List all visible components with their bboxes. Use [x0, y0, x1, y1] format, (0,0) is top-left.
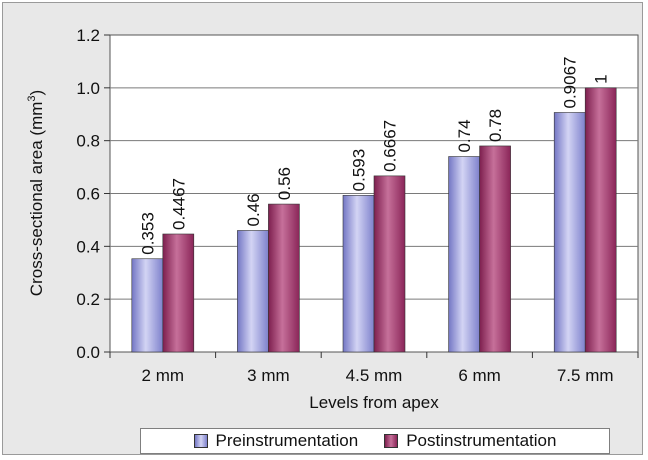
- x-tick-label: 2 mm: [142, 366, 185, 385]
- legend-item-pre: Preinstrumentation: [193, 431, 359, 451]
- y-tick-label: 0.4: [76, 237, 100, 256]
- legend-label-pre: Preinstrumentation: [215, 431, 359, 450]
- legend-label-post: Postinstrumentation: [406, 431, 557, 450]
- data-label: 0.46: [244, 193, 263, 226]
- bar-postinstrumentation: [268, 203, 300, 353]
- y-tick-label: 0.6: [76, 185, 100, 204]
- y-axis-title: Cross-sectional area (mm3): [26, 90, 46, 296]
- bar-postinstrumentation: [584, 87, 617, 353]
- bar-preinstrumentation: [553, 112, 586, 353]
- x-tick-label: 3 mm: [247, 366, 290, 385]
- data-label: 0.56: [275, 167, 294, 200]
- data-label: 0.4467: [169, 178, 188, 230]
- x-tick-label: 7.5 mm: [557, 366, 614, 385]
- data-label: 0.353: [138, 212, 157, 255]
- x-axis-title: Levels from apex: [309, 393, 439, 412]
- legend-swatch-pre: [193, 434, 208, 448]
- legend: Preinstrumentation Postinstrumentation: [140, 428, 610, 454]
- bar-postinstrumentation: [479, 145, 511, 353]
- axis-ticks: 0.0 0.2 0.4 0.6 0.8 1.0 1.2 2 mm 3 mm 4.5 mm 6 mm 7…: [76, 26, 639, 385]
- data-labels: 0.353 0.4467 0.46 0.56 0.593 0.6667 0.74 0.78 0.…: [138, 56, 610, 254]
- y-tick-label: 0.2: [76, 290, 100, 309]
- y-axis-title-end: ): [27, 90, 46, 96]
- data-label: 0.593: [350, 149, 369, 192]
- y-axis-title-superscript: 3: [26, 95, 38, 101]
- y-tick-label: 0.8: [76, 132, 100, 151]
- data-label: 0.6667: [381, 120, 400, 172]
- bar-postinstrumentation: [162, 233, 195, 353]
- bar-preinstrumentation: [342, 195, 375, 353]
- x-tick-label: 4.5 mm: [346, 366, 403, 385]
- data-label: 1: [592, 74, 611, 83]
- bar-preinstrumentation: [237, 230, 269, 353]
- bar-preinstrumentation: [448, 156, 480, 353]
- y-tick-label: 0.0: [76, 343, 100, 362]
- x-tick-label: 6 mm: [458, 366, 501, 385]
- bars: [131, 87, 617, 353]
- y-tick-label: 1.2: [76, 26, 100, 45]
- y-tick-label: 1.0: [76, 79, 100, 98]
- data-label: 0.74: [455, 119, 474, 152]
- legend-swatch-post: [384, 434, 399, 448]
- bar-preinstrumentation: [131, 258, 164, 353]
- bar-postinstrumentation: [373, 175, 406, 353]
- legend-item-post: Postinstrumentation: [384, 431, 556, 451]
- y-axis-title-main: Cross-sectional area (mm: [27, 102, 46, 297]
- data-label: 0.9067: [561, 56, 580, 108]
- data-label: 0.78: [486, 109, 505, 142]
